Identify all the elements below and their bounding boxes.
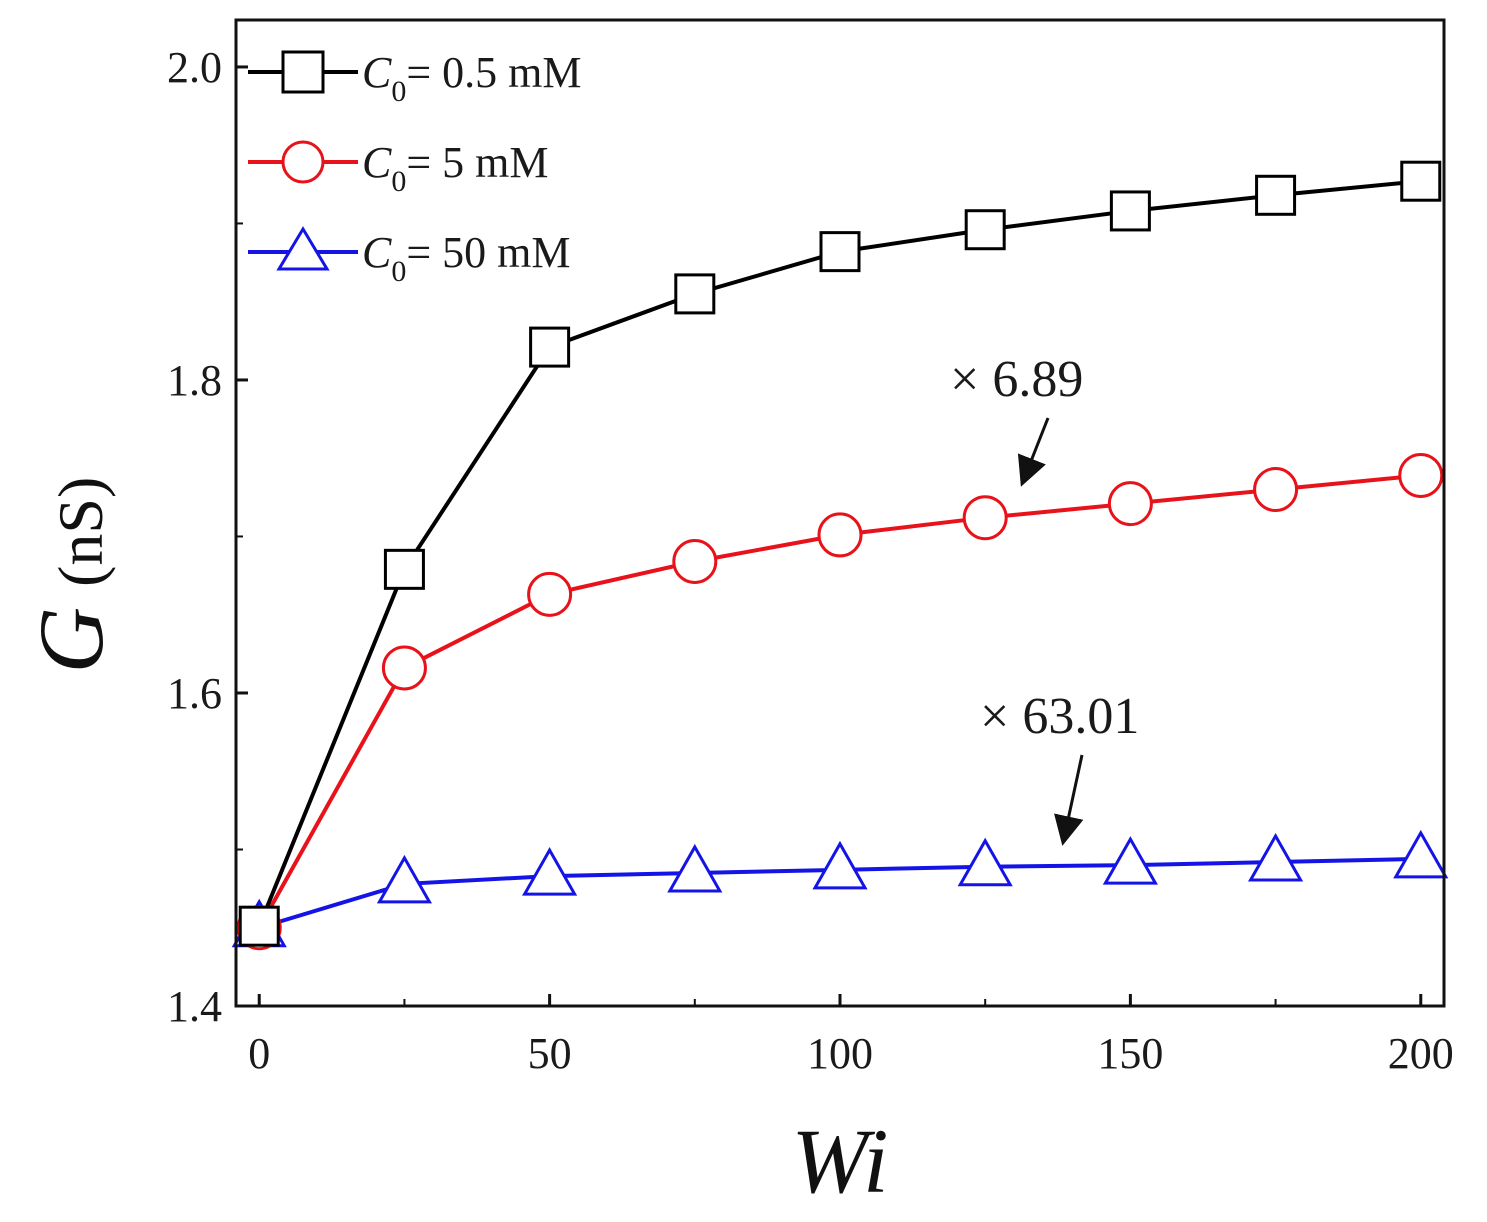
- data-point-circle: [527, 571, 573, 617]
- legend-square-marker: [281, 50, 325, 94]
- series-2: [231, 829, 1449, 948]
- legend-subscript-0: 0: [391, 75, 406, 108]
- x-tick-label: 50: [528, 1029, 572, 1078]
- legend-value-1: = 5 mM: [406, 138, 548, 187]
- legend-entry-1: C0= 5 mM: [248, 138, 549, 198]
- data-point-circle: [962, 495, 1008, 541]
- legend-entry-0: C0= 0.5 mM: [248, 48, 582, 108]
- y-axis: 1.4 1.6 1.8 2.0: [167, 43, 248, 1031]
- legend-triangle-marker: [276, 226, 330, 271]
- y-tick-label: 1.6: [167, 669, 222, 718]
- data-point-square: [238, 905, 280, 947]
- legend-entry-2: C0= 50 mM: [248, 226, 571, 288]
- data-point-circle: [381, 645, 427, 691]
- data-point-square: [964, 209, 1006, 251]
- annotation-text-63-01: × 63.01: [980, 688, 1139, 745]
- legend-label-1: C0= 5 mM: [362, 138, 549, 198]
- legend-value-0: = 0.5 mM: [406, 48, 581, 97]
- y-tick-label: 1.8: [167, 356, 222, 405]
- x-axis-label: Wi: [791, 1110, 888, 1212]
- legend-subscript-1: 0: [391, 165, 406, 198]
- data-point-triangle: [522, 847, 578, 896]
- data-point-triangle: [667, 843, 723, 893]
- data-point-square: [1400, 160, 1442, 202]
- data-point-circle: [1253, 467, 1299, 513]
- x-axis: 0 50 100 150 200: [248, 994, 1454, 1078]
- y-axis-symbol: G: [20, 607, 122, 673]
- data-point-square: [1109, 190, 1151, 232]
- data-point-square: [1255, 174, 1297, 216]
- x-tick-label: 0: [248, 1029, 270, 1078]
- annotation-text-6-89: × 6.89: [950, 351, 1083, 408]
- data-point-triangle: [957, 837, 1013, 887]
- data-point-circle: [1398, 452, 1444, 498]
- data-point-square: [529, 326, 571, 368]
- data-point-triangle: [812, 840, 868, 890]
- legend-symbol-1: C: [362, 138, 392, 187]
- legend-subscript-2: 0: [391, 255, 406, 288]
- y-tick-label: 2.0: [167, 43, 222, 92]
- legend-circle-marker: [281, 140, 325, 184]
- legend-label-0: C0= 0.5 mM: [362, 48, 582, 108]
- data-point-circle: [1107, 481, 1153, 527]
- annotation-6-89: × 6.89: [950, 351, 1083, 487]
- series-layer: [231, 160, 1449, 951]
- legend-symbol-2: C: [362, 228, 392, 277]
- legend-symbol-0: C: [362, 48, 392, 97]
- y-axis-label: G (nS): [20, 477, 122, 674]
- annotation-arrow-63-01: [1054, 754, 1084, 846]
- data-point-square: [819, 231, 861, 273]
- y-tick-label: 1.4: [167, 982, 222, 1031]
- data-point-triangle: [1247, 832, 1304, 882]
- data-point-triangle: [1393, 829, 1449, 879]
- legend: C0= 0.5 mM C0= 5 mM C0= 50 mM: [248, 48, 582, 288]
- legend-value-2: = 50 mM: [406, 228, 570, 277]
- annotation-63-01: × 63.01: [980, 688, 1139, 846]
- series-0: [238, 160, 1442, 947]
- annotation-arrow-6-89: [1017, 417, 1050, 487]
- x-tick-label: 100: [807, 1029, 873, 1078]
- y-axis-label-text: G (nS): [20, 477, 122, 674]
- y-axis-unit: (nS): [45, 477, 116, 587]
- data-point-circle: [817, 512, 863, 558]
- data-point-square: [674, 273, 716, 315]
- legend-label-2: C0= 50 mM: [362, 228, 571, 288]
- x-tick-label: 200: [1388, 1029, 1454, 1078]
- data-point-triangle: [1102, 836, 1158, 885]
- data-point-square: [383, 548, 425, 590]
- x-tick-label: 150: [1097, 1029, 1163, 1078]
- data-point-triangle: [376, 854, 433, 904]
- data-point-circle: [672, 539, 718, 585]
